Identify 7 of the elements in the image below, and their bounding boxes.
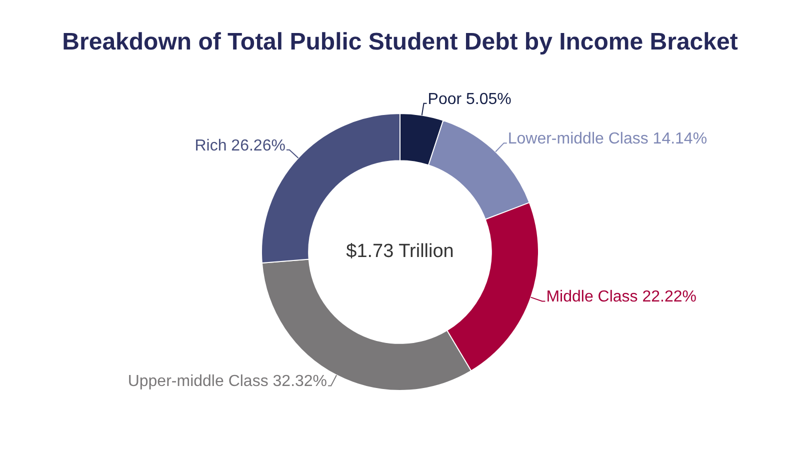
slice-label: Middle Class 22.22% [546, 288, 697, 306]
text: $1.73 Trillion [346, 241, 454, 262]
slice-label: Poor 5.05% [428, 90, 512, 108]
chart-title: Breakdown of Total Public Student Debt by Income Bracket [62, 28, 738, 56]
slice-label: Lower-middle Class 14.14% [508, 130, 708, 148]
slice-label: Rich 26.26% [194, 137, 286, 154]
slice-label: Upper-middle Class 32.32% [128, 373, 328, 390]
